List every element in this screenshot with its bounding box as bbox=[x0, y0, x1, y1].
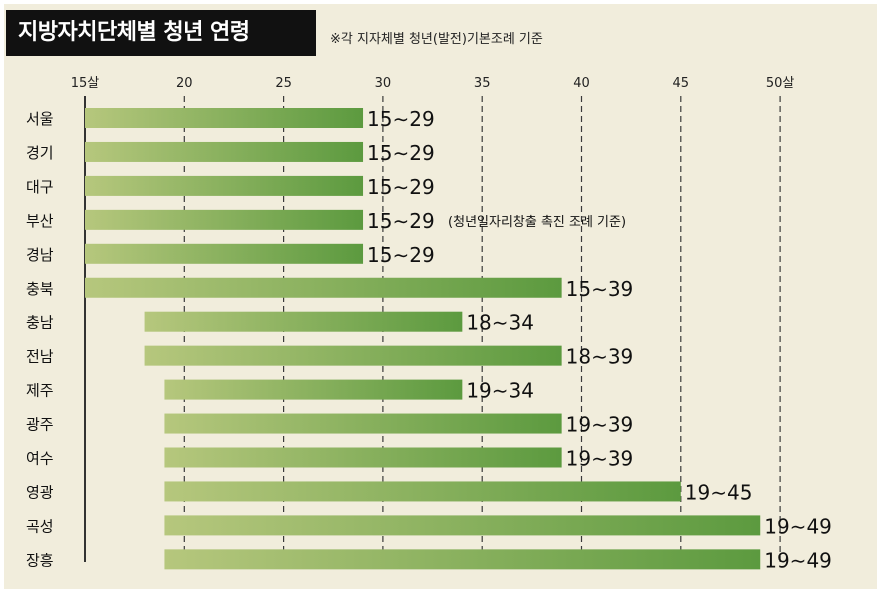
category-label: 대구 bbox=[26, 178, 54, 196]
data-label: 19∼39 bbox=[566, 447, 634, 471]
bar bbox=[164, 481, 681, 502]
bar bbox=[144, 311, 463, 332]
category-label: 경남 bbox=[26, 246, 54, 264]
data-label: 18∼34 bbox=[466, 311, 534, 335]
category-label: 제주 bbox=[26, 382, 54, 400]
data-labels: 15∼29 15∼29 15∼29 15∼29 15∼29 15∼39 18∼34 18∼39… bbox=[367, 107, 832, 572]
bar bbox=[164, 549, 761, 570]
category-label: 부산 bbox=[26, 212, 54, 230]
bar bbox=[144, 345, 562, 366]
data-label: 15∼29 bbox=[367, 175, 435, 199]
x-tick-label: 15살 bbox=[71, 76, 100, 91]
data-label: 19∼45 bbox=[685, 480, 753, 504]
x-tick-label: 50살 bbox=[766, 76, 795, 91]
annotation-label: (청년일자리창출 촉진 조례 기준) bbox=[448, 215, 626, 230]
x-tick-label: 35 bbox=[474, 76, 491, 91]
category-label: 광주 bbox=[26, 416, 54, 434]
x-tick-label: 25 bbox=[275, 76, 292, 91]
data-label: 19∼49 bbox=[764, 548, 832, 572]
data-label: 18∼39 bbox=[566, 345, 634, 369]
category-label: 서울 bbox=[26, 110, 54, 128]
category-label: 장흥 bbox=[26, 551, 54, 569]
x-axis-ticks: 15살 20 25 30 35 40 45 50살 bbox=[71, 76, 795, 91]
bar bbox=[85, 108, 364, 128]
data-label: 15∼29 bbox=[367, 209, 435, 233]
chart-subtitle-note: ※각 지자체별 청년(발전)기본조례 기준 bbox=[330, 32, 543, 47]
bar bbox=[164, 447, 562, 468]
category-label: 전남 bbox=[26, 348, 54, 366]
bar bbox=[85, 175, 364, 196]
bar bbox=[85, 277, 562, 298]
x-tick-label: 30 bbox=[375, 76, 392, 91]
category-label: 충남 bbox=[26, 314, 54, 332]
category-label: 여수 bbox=[26, 450, 54, 468]
data-label: 19∼39 bbox=[566, 413, 634, 437]
chart-title: 지방자치단체별 청년 연령 bbox=[6, 10, 316, 56]
bar bbox=[164, 379, 463, 400]
bar bbox=[85, 209, 364, 230]
category-label: 경기 bbox=[26, 144, 54, 162]
bar bbox=[85, 243, 364, 264]
bar bbox=[164, 413, 562, 434]
bar bbox=[85, 141, 364, 162]
data-label: 19∼49 bbox=[764, 514, 832, 538]
category-label: 영광 bbox=[26, 483, 54, 501]
x-tick-label: 40 bbox=[573, 76, 590, 91]
bars bbox=[85, 108, 761, 570]
category-label: 충북 bbox=[26, 280, 54, 298]
data-label: 15∼29 bbox=[367, 141, 435, 165]
category-label: 곡성 bbox=[26, 517, 54, 535]
data-label: 15∼29 bbox=[367, 243, 435, 267]
data-label: 15∼29 bbox=[367, 107, 435, 131]
bar bbox=[164, 515, 761, 536]
x-tick-label: 20 bbox=[176, 76, 193, 91]
data-label: 19∼34 bbox=[466, 379, 534, 403]
data-label: 15∼39 bbox=[566, 277, 634, 301]
x-tick-label: 45 bbox=[673, 76, 690, 91]
